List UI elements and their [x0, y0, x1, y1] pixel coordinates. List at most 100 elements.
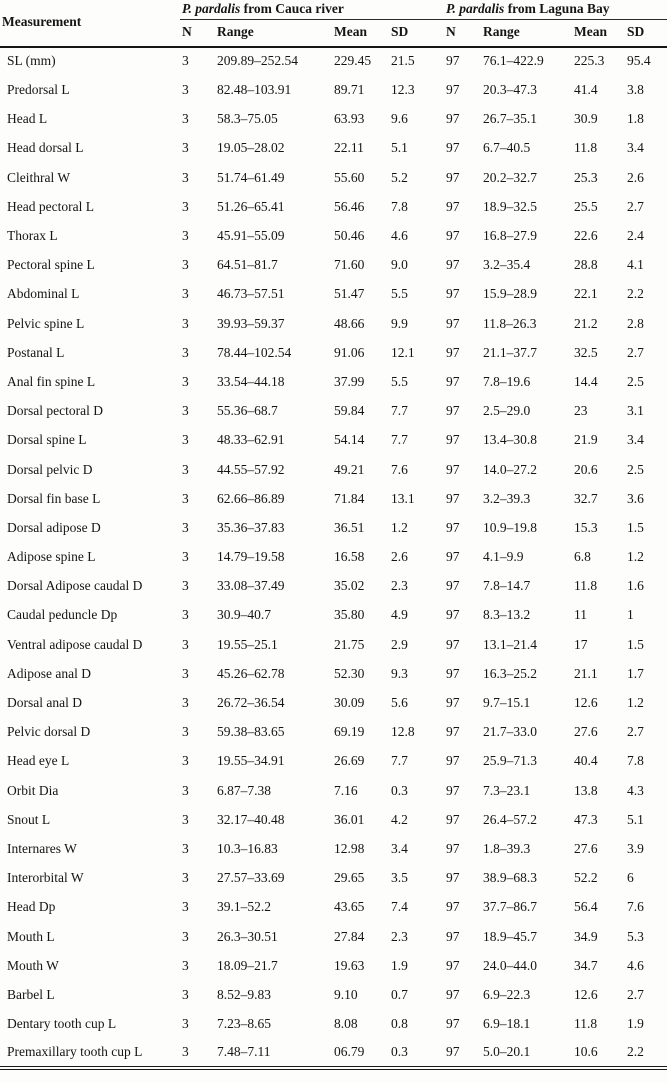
n-cell: 3: [182, 578, 189, 594]
n-cell: 3: [182, 257, 189, 273]
mean-cell: 27.6: [574, 724, 598, 740]
sd-cell: 5.5: [391, 286, 408, 302]
mean-cell: 225.3: [574, 53, 605, 69]
mean-cell: 20.6: [574, 461, 598, 477]
mean-cell: 21.75: [334, 636, 365, 652]
sd-cell: 1.2: [627, 549, 644, 565]
measurement-cell: Dorsal anal D: [7, 695, 82, 711]
col-header-mean-laguna: Mean: [574, 23, 608, 39]
mean-cell: 30.9: [574, 111, 598, 127]
range-cell: 33.08–37.49: [217, 578, 285, 594]
sd-cell: 3.9: [627, 840, 644, 856]
range-cell: 26.72–36.54: [217, 695, 285, 711]
measurement-cell: Head dorsal L: [7, 140, 84, 156]
n-cell: 97: [446, 1016, 460, 1032]
col-header-mean-cauca: Mean: [334, 23, 367, 39]
table-row: Pelvic spine L 3 39.93–59.37 48.66 9.9 97 11.8…: [0, 309, 667, 338]
sd-cell: 2.3: [391, 578, 408, 594]
measurement-cell: Internares W: [7, 840, 77, 856]
measurement-cell: Caudal peduncle Dp: [7, 607, 118, 623]
table-row: Postanal L 3 78.44–102.54 91.06 12.1 97 21.1–3…: [0, 339, 667, 368]
range-cell: 76.1–422.9: [483, 53, 544, 69]
sd-cell: 0.3: [391, 1044, 408, 1060]
table-row: Cleithral W 3 51.74–61.49 55.60 5.2 97 20.2–32…: [0, 164, 667, 193]
mean-cell: 21.1: [574, 665, 598, 681]
range-cell: 26.3–30.51: [217, 928, 278, 944]
mean-cell: 54.14: [334, 432, 365, 448]
range-cell: 6.9–18.1: [483, 1016, 531, 1032]
mean-cell: 32.7: [574, 490, 598, 506]
sd-cell: 1.8: [627, 111, 644, 127]
range-cell: 19.55–34.91: [217, 753, 285, 769]
col-header-sd-cauca: SD: [391, 23, 409, 39]
mean-cell: 34.9: [574, 928, 598, 944]
n-cell: 3: [182, 724, 189, 740]
group-location: from Cauca river: [240, 1, 344, 16]
mean-cell: 16.58: [334, 549, 365, 565]
mean-cell: 55.60: [334, 169, 365, 185]
n-cell: 97: [446, 228, 460, 244]
measurement-cell: Dorsal Adipose caudal D: [7, 578, 143, 594]
mean-cell: 8.08: [334, 1016, 358, 1032]
measurement-cell: Adipose anal D: [7, 665, 91, 681]
sd-cell: 2.6: [391, 549, 408, 565]
mean-cell: 56.46: [334, 198, 365, 214]
mean-cell: 71.60: [334, 257, 365, 273]
measurement-cell: Head L: [7, 111, 48, 127]
range-cell: 32.17–40.48: [217, 811, 285, 827]
range-cell: 14.0–27.2: [483, 461, 538, 477]
range-cell: 9.7–15.1: [483, 695, 531, 711]
range-cell: 18.9–45.7: [483, 928, 538, 944]
table-row: Internares W 3 10.3–16.83 12.98 3.4 97 1.8–39.…: [0, 835, 667, 864]
mean-cell: 32.5: [574, 344, 598, 360]
col-header-sd-laguna: SD: [627, 23, 645, 39]
mean-cell: 15.3: [574, 519, 598, 535]
sd-cell: 7.4: [391, 899, 408, 915]
mean-cell: 47.3: [574, 811, 598, 827]
sd-cell: 1.7: [627, 665, 644, 681]
n-cell: 3: [182, 986, 189, 1002]
n-cell: 97: [446, 549, 460, 565]
measurement-cell: Adipose spine L: [7, 549, 96, 565]
range-cell: 7.8–19.6: [483, 373, 531, 389]
range-cell: 16.8–27.9: [483, 228, 538, 244]
table-row: Ventral adipose caudal D 3 19.55–25.1 21.75…: [0, 631, 667, 660]
sd-cell: 2.5: [627, 373, 644, 389]
n-cell: 97: [446, 286, 460, 302]
mean-cell: 63.93: [334, 111, 365, 127]
n-cell: 97: [446, 695, 460, 711]
mean-cell: 41.4: [574, 82, 598, 98]
col-header-range-laguna: Range: [483, 23, 520, 39]
n-cell: 3: [182, 928, 189, 944]
n-cell: 97: [446, 111, 460, 127]
measurement-cell: Dorsal fin base L: [7, 490, 101, 506]
n-cell: 3: [182, 782, 189, 798]
sd-cell: 2.9: [391, 636, 408, 652]
n-cell: 3: [182, 169, 189, 185]
measurement-cell: Cleithral W: [7, 169, 71, 185]
mean-cell: 59.84: [334, 403, 365, 419]
range-cell: 19.05–28.02: [217, 140, 285, 156]
mean-cell: 26.69: [334, 753, 365, 769]
sd-cell: 12.8: [391, 724, 415, 740]
sd-cell: 5.5: [391, 373, 408, 389]
range-cell: 62.66–86.89: [217, 490, 285, 506]
table-row: Barbel L 3 8.52–9.83 9.10 0.7 97 6.9–22.3 12.6 2…: [0, 981, 667, 1010]
table-row: Dorsal spine L 3 48.33–62.91 54.14 7.7 97 13.4…: [0, 426, 667, 455]
sd-cell: 2.2: [627, 286, 644, 302]
mean-cell: 89.71: [334, 82, 365, 98]
mean-cell: 22.11: [334, 140, 364, 156]
n-cell: 97: [446, 986, 460, 1002]
sd-cell: 2.7: [627, 724, 644, 740]
sd-cell: 5.1: [627, 811, 644, 827]
sd-cell: 1.6: [627, 578, 644, 594]
n-cell: 3: [182, 53, 189, 69]
range-cell: 10.9–19.8: [483, 519, 538, 535]
sd-cell: 2.2: [627, 1044, 644, 1060]
table-row: Pectoral spine L 3 64.51–81.7 71.60 9.0 97 3.2…: [0, 251, 667, 280]
mean-cell: 11: [574, 607, 588, 623]
n-cell: 3: [182, 811, 189, 827]
sd-cell: 1.5: [627, 519, 644, 535]
n-cell: 3: [182, 753, 189, 769]
